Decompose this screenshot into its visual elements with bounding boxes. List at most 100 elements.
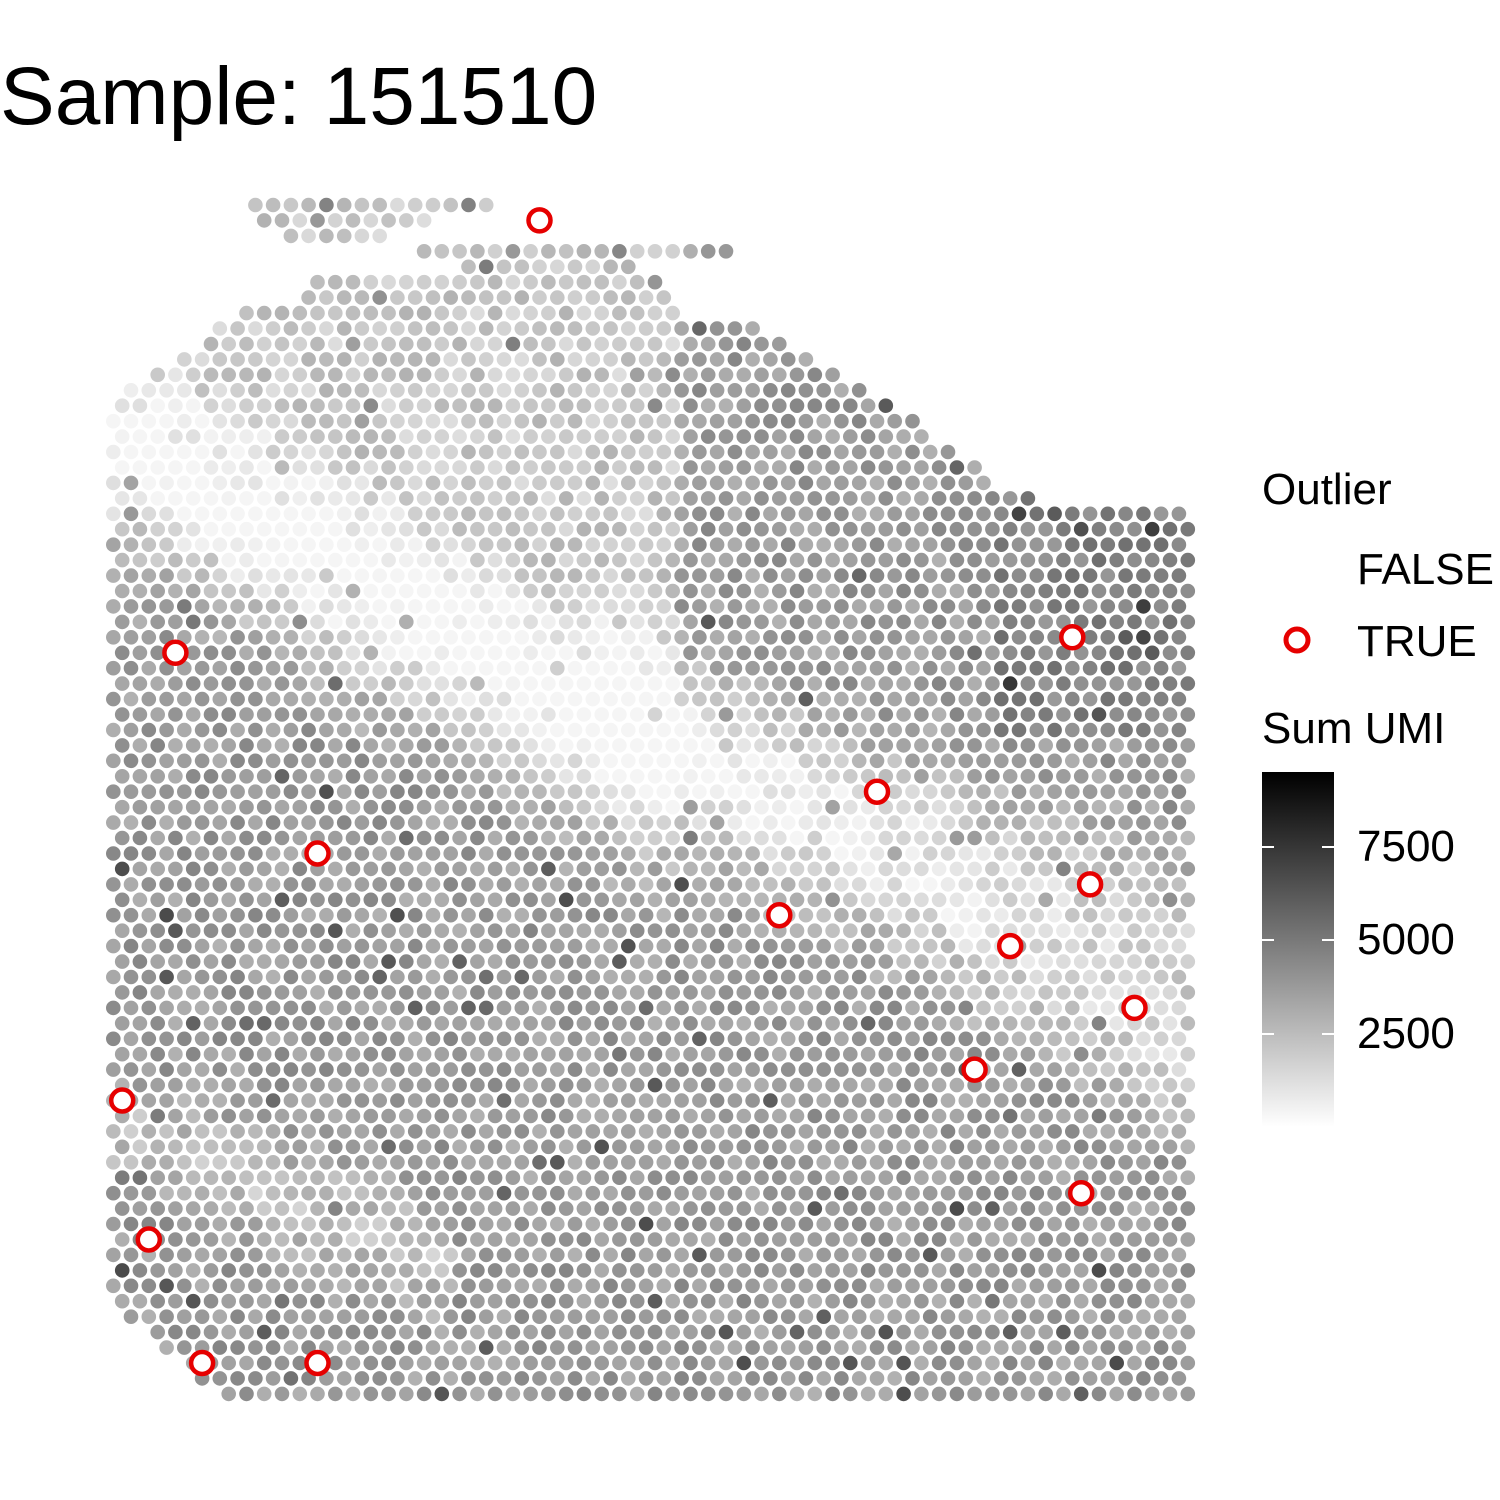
- spot: [514, 1216, 530, 1232]
- spot: [674, 1000, 689, 1016]
- spot: [354, 228, 370, 244]
- spot: [239, 1293, 254, 1309]
- spot: [967, 1324, 982, 1340]
- spot: [860, 521, 876, 537]
- spot: [585, 753, 601, 769]
- spot: [256, 676, 272, 691]
- spot: [754, 738, 769, 753]
- spot: [532, 938, 547, 954]
- spot: [612, 1201, 627, 1216]
- spot: [434, 738, 450, 753]
- spot: [1047, 1247, 1062, 1263]
- spot: [1180, 1324, 1196, 1340]
- spot: [496, 1185, 512, 1201]
- spot: [354, 352, 370, 367]
- spot: [692, 1031, 707, 1047]
- spot: [1171, 660, 1187, 676]
- spot: [443, 877, 459, 892]
- spot: [354, 691, 370, 707]
- spot: [1109, 552, 1124, 568]
- spot: [816, 753, 831, 769]
- spot: [1020, 1355, 1036, 1371]
- spot: [825, 1170, 840, 1185]
- spot: [336, 815, 352, 830]
- spot: [1109, 923, 1124, 938]
- spot: [692, 506, 707, 522]
- spot: [230, 1340, 245, 1355]
- spot: [1082, 1062, 1098, 1077]
- spot: [647, 861, 663, 877]
- spot: [336, 753, 352, 769]
- spot: [1118, 691, 1133, 707]
- spot: [159, 1124, 174, 1139]
- spot: [994, 1340, 1009, 1355]
- spot: [1109, 954, 1124, 969]
- spot: [310, 1108, 325, 1124]
- spot: [1100, 969, 1116, 985]
- spot: [567, 1247, 583, 1263]
- spot: [292, 830, 308, 846]
- spot: [656, 1062, 672, 1077]
- spot: [647, 274, 663, 290]
- spot: [1065, 1155, 1080, 1170]
- spot: [905, 1093, 920, 1108]
- spot: [834, 599, 849, 614]
- spot: [1065, 907, 1080, 923]
- spot: [1144, 1077, 1160, 1093]
- spot: [869, 1031, 885, 1047]
- spot: [443, 1000, 459, 1016]
- spot: [425, 969, 441, 985]
- spot: [558, 491, 574, 506]
- spot: [887, 506, 902, 522]
- spot: [150, 398, 165, 414]
- spot: [532, 660, 547, 676]
- spot: [985, 521, 1000, 537]
- spot: [541, 645, 556, 661]
- spot: [665, 1293, 680, 1309]
- spot: [754, 398, 769, 414]
- spot: [772, 1077, 787, 1093]
- spot: [550, 784, 565, 799]
- spot: [1020, 1386, 1036, 1402]
- spot: [310, 213, 325, 228]
- spot: [221, 738, 236, 753]
- spot: [683, 614, 698, 630]
- spot: [612, 1386, 627, 1402]
- spot: [541, 738, 556, 753]
- spot: [683, 583, 698, 599]
- spot: [896, 1201, 911, 1216]
- spot: [230, 413, 245, 429]
- spot: [683, 367, 698, 383]
- spot: [683, 1046, 698, 1062]
- spot: [603, 1155, 618, 1170]
- spot: [692, 722, 707, 738]
- spot: [336, 1340, 352, 1355]
- spot: [878, 738, 894, 753]
- spot: [159, 784, 174, 799]
- spot: [345, 892, 361, 908]
- outlier-marker: [766, 901, 793, 929]
- spot: [390, 383, 405, 398]
- spot: [1127, 861, 1142, 877]
- spot: [248, 846, 263, 861]
- spot: [283, 568, 299, 583]
- spot: [585, 413, 601, 429]
- spot: [567, 1216, 583, 1232]
- spot: [443, 907, 459, 923]
- spot: [399, 1170, 414, 1185]
- spot: [310, 1232, 325, 1247]
- spot: [514, 907, 530, 923]
- spot: [1020, 707, 1036, 722]
- spot: [212, 1155, 228, 1170]
- spot: [1180, 1263, 1196, 1278]
- spot: [434, 861, 450, 877]
- spot: [834, 1185, 849, 1201]
- spot: [576, 985, 592, 1000]
- spot: [363, 799, 379, 815]
- spot: [914, 954, 929, 969]
- spot: [461, 753, 476, 769]
- spot: [1162, 1293, 1178, 1309]
- spot: [336, 413, 352, 429]
- spot: [931, 1324, 947, 1340]
- spot: [461, 506, 476, 522]
